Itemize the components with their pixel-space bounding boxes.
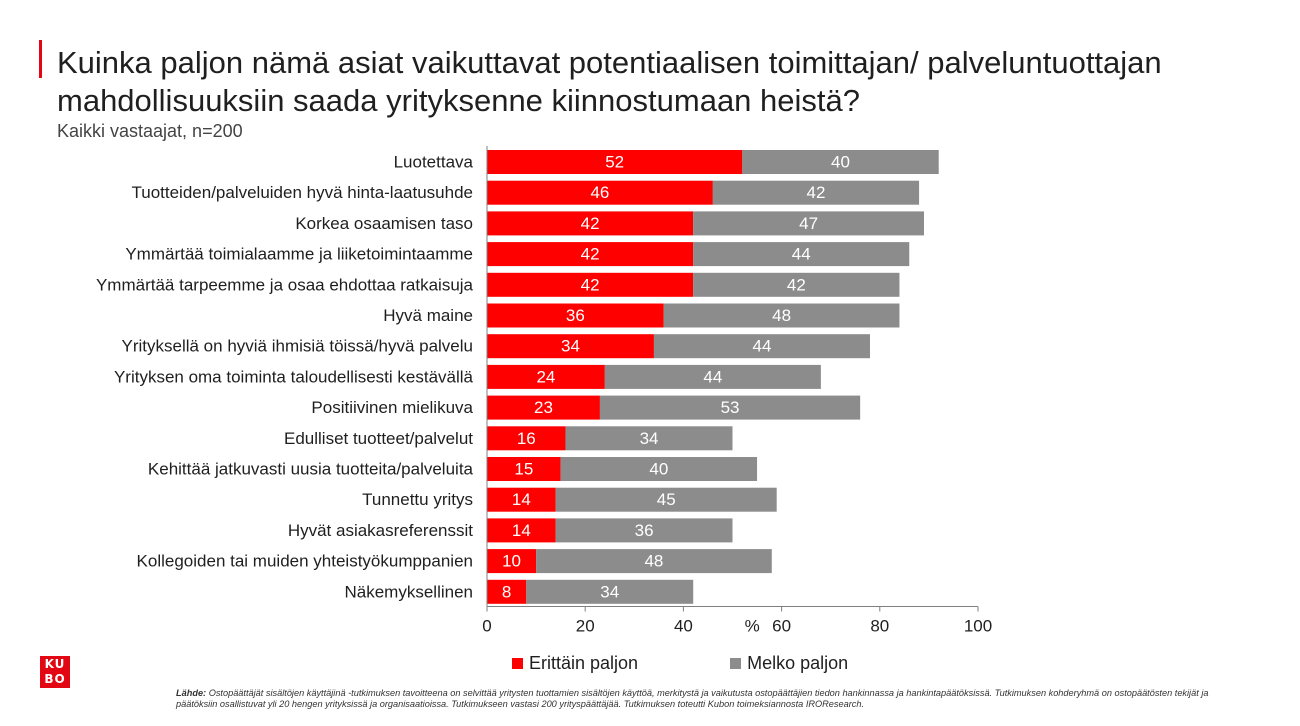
legend-item-erittain: Erittäin paljon — [512, 653, 638, 674]
data-label: 53 — [721, 398, 740, 417]
bar-segment-melko — [693, 242, 910, 267]
title-accent-bar — [39, 40, 42, 78]
source-note: Lähde: Ostopäättäjät sisältöjen käyttäji… — [176, 688, 1236, 710]
bar-segment-melko — [693, 272, 900, 297]
data-label: 44 — [703, 367, 722, 386]
bar-segment-erittain — [487, 487, 556, 512]
bar-segment-melko — [599, 395, 861, 420]
category-label: Ymmärtää tarpeemme ja osaa ehdottaa ratk… — [96, 275, 474, 294]
data-label: 16 — [517, 429, 536, 448]
category-label: Yrityksen oma toiminta taloudellisesti k… — [114, 367, 474, 386]
data-label: 40 — [831, 153, 850, 172]
x-tick-label: 0 — [482, 617, 491, 636]
bar-segment-melko — [663, 303, 900, 328]
data-label: 48 — [644, 552, 663, 571]
category-label: Luotettava — [394, 153, 474, 172]
data-label: 44 — [752, 337, 771, 356]
legend-label: Melko paljon — [747, 653, 849, 673]
bar-segment-erittain — [487, 549, 537, 574]
data-label: 24 — [536, 367, 555, 386]
data-label: 42 — [581, 275, 600, 294]
data-label: 34 — [600, 582, 619, 601]
bar-segment-melko — [712, 180, 920, 205]
x-tick-label: 80 — [870, 617, 889, 636]
category-label: Kollegoiden tai muiden yhteistyökumppani… — [137, 552, 473, 571]
bar-segment-erittain — [487, 272, 694, 297]
bar-segment-melko — [653, 334, 870, 359]
bar-segment-erittain — [487, 364, 605, 389]
category-label: Kehittää jatkuvasti uusia tuotteita/palv… — [148, 460, 474, 479]
chart-legend: Erittäin paljon Melko paljon — [512, 653, 848, 674]
legend-swatch-gray — [730, 658, 742, 669]
bar-segment-erittain — [487, 180, 713, 205]
data-label: 42 — [787, 275, 806, 294]
bar-segment-erittain — [487, 395, 600, 420]
legend-item-melko: Melko paljon — [730, 653, 848, 674]
x-tick-label: 20 — [576, 617, 595, 636]
data-label: 46 — [590, 183, 609, 202]
kubo-logo: KU BO — [40, 656, 70, 688]
data-label: 42 — [807, 183, 826, 202]
bar-segment-erittain — [487, 334, 654, 359]
category-label: Yrityksellä on hyviä ihmisiä töissä/hyvä… — [122, 337, 474, 356]
category-label: Hyvät asiakasreferenssit — [288, 521, 473, 540]
bar-segment-melko — [693, 211, 924, 236]
category-label: Korkea osaamisen taso — [295, 214, 473, 233]
data-label: 34 — [640, 429, 659, 448]
category-label: Tunnettu yritys — [362, 490, 473, 509]
data-label: 23 — [534, 398, 553, 417]
source-text: Ostopäättäjät sisältöjen käyttäjinä -tut… — [176, 688, 1209, 709]
x-axis-label: % — [745, 617, 760, 636]
bars-group: Luotettava 52 40 Tuotteiden/palveluiden hyv… — [96, 150, 939, 604]
bar-segment-melko — [555, 518, 733, 543]
data-label: 47 — [799, 214, 818, 233]
data-label: 52 — [605, 153, 624, 172]
bar-segment-erittain — [487, 150, 743, 174]
bar-segment-melko — [604, 364, 821, 389]
bar-segment-melko — [536, 549, 772, 574]
bar-segment-erittain — [487, 426, 566, 451]
data-label: 48 — [772, 306, 791, 325]
category-label: Näkemyksellinen — [345, 582, 474, 601]
category-label: Ymmärtää toimialaamme ja liiketoimintaam… — [125, 245, 473, 264]
chart-title: Kuinka paljon nämä asiat vaikuttavat pot… — [57, 45, 1162, 118]
bar-segment-erittain — [487, 579, 527, 604]
bar-segment-erittain — [487, 211, 694, 236]
data-label: 36 — [566, 306, 585, 325]
bar-segment-erittain — [487, 457, 561, 481]
data-label: 14 — [512, 490, 531, 509]
chart-subtitle: Kaikki vastaajat, n=200 — [57, 121, 243, 141]
bar-segment-melko — [565, 426, 733, 451]
data-label: 42 — [581, 245, 600, 264]
data-label: 36 — [635, 521, 654, 540]
x-tick-label: 60 — [772, 617, 791, 636]
bar-segment-erittain — [487, 518, 556, 543]
legend-swatch-red — [512, 658, 523, 669]
x-tick-label: 40 — [674, 617, 693, 636]
bar-segment-melko — [555, 487, 777, 512]
legend-label: Erittäin paljon — [529, 653, 639, 673]
data-label: 34 — [561, 337, 580, 356]
bar-segment-melko — [560, 457, 758, 481]
bar-segment-melko — [526, 579, 694, 604]
bar-segment-erittain — [487, 303, 664, 328]
category-label: Positiivinen mielikuva — [311, 398, 473, 417]
x-axis: 0 20 40 60 80 100% — [482, 146, 992, 636]
source-label: Lähde: — [176, 688, 207, 698]
data-label: 40 — [649, 460, 668, 479]
x-tick-label: 100 — [964, 617, 992, 636]
data-label: 8 — [502, 582, 511, 601]
bar-segment-erittain — [487, 242, 694, 267]
category-label: Hyvä maine — [383, 306, 473, 325]
data-label: 42 — [581, 214, 600, 233]
category-label: Edulliset tuotteet/palvelut — [284, 429, 473, 448]
data-label: 15 — [514, 460, 533, 479]
data-label: 44 — [792, 245, 811, 264]
category-label: Tuotteiden/palveluiden hyvä hinta-laatus… — [131, 183, 473, 202]
data-label: 14 — [512, 521, 531, 540]
data-label: 10 — [502, 552, 521, 571]
data-label: 45 — [657, 490, 676, 509]
bar-segment-melko — [742, 150, 939, 174]
